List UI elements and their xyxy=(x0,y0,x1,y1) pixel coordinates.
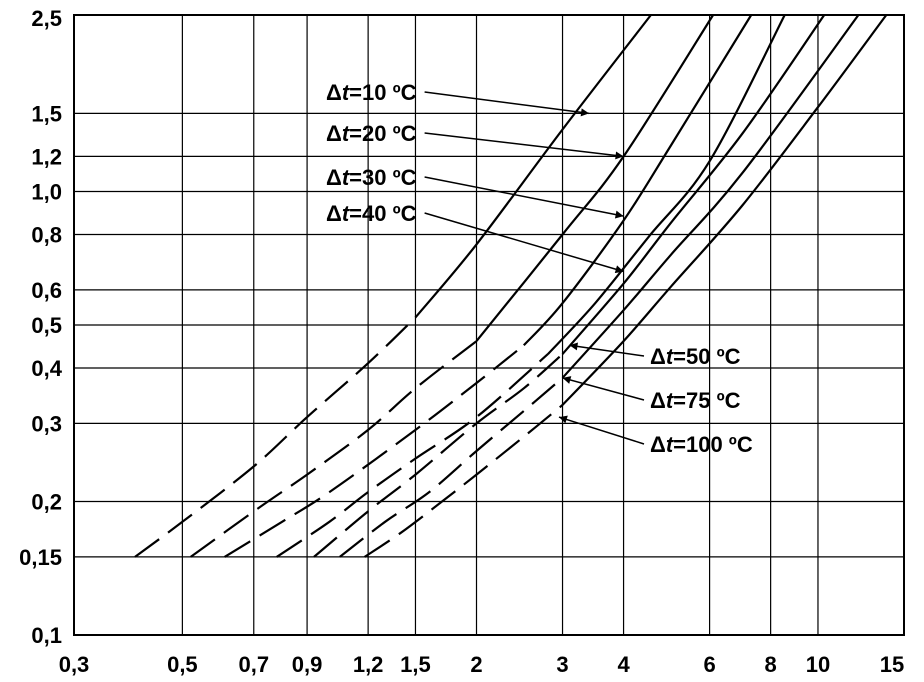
curve-dashed-segment xyxy=(224,344,525,558)
label-arrow xyxy=(424,176,624,219)
y-tick-label: 0,5 xyxy=(31,313,62,338)
series-curve xyxy=(313,14,826,558)
y-tick-label: 2,5 xyxy=(31,6,62,31)
series-label: Δt=30 ºC xyxy=(326,165,417,190)
y-tick-label: 0,1 xyxy=(31,623,62,648)
series-label: Δt=40 ºC xyxy=(326,201,417,226)
curve-dashed-segment xyxy=(276,353,549,558)
series-curve xyxy=(339,14,860,558)
y-tick-labels: 2,5 1,5 1,2 1,0 0,8 0,6 0,5 0,4 0,3 0,2 0,15 0,1 xyxy=(19,6,63,648)
series-curve xyxy=(276,14,786,558)
series-label: Δt=10 ºC xyxy=(326,80,417,105)
x-tick-label: 3 xyxy=(556,652,568,677)
label-arrow xyxy=(424,212,624,274)
curve-solid-segment xyxy=(475,14,715,342)
x-tick-label: 10 xyxy=(806,652,830,677)
curve-solid-segment xyxy=(561,14,826,355)
label-arrow xyxy=(424,91,590,117)
y-tick-label: 0,4 xyxy=(31,356,62,381)
series-labels: Δt=10 ºC Δt=20 ºC Δt=30 ºC Δt=40 ºC Δt=50 ºC… xyxy=(326,80,753,457)
x-tick-label: 6 xyxy=(703,652,715,677)
y-tick-label: 1,5 xyxy=(31,101,62,126)
plot-frame xyxy=(73,14,905,636)
y-tick-label: 0,8 xyxy=(31,222,62,247)
x-tick-label: 0,7 xyxy=(238,652,269,677)
curve-solid-segment xyxy=(522,14,753,347)
x-tick-label: 0,5 xyxy=(167,652,198,677)
y-tick-label: 1,2 xyxy=(31,144,62,169)
series-label: Δt=100 ºC xyxy=(650,432,753,457)
x-tick-label: 0,9 xyxy=(292,652,323,677)
curve-solid-segment xyxy=(561,14,860,379)
curve-dashed-segment xyxy=(134,316,417,558)
curve-dashed-segment xyxy=(313,353,564,558)
x-tick-label: 4 xyxy=(617,652,630,677)
curve-solid-segment xyxy=(561,14,888,406)
x-tick-labels: 0,3 0,5 0,7 0,9 1,2 1,5 2 3 4 6 8 10 15 xyxy=(59,652,905,677)
x-tick-label: 15 xyxy=(880,652,904,677)
y-tick-label: 1,0 xyxy=(31,179,62,204)
x-tick-label: 1,2 xyxy=(353,652,384,677)
label-arrow xyxy=(562,376,645,401)
label-arrow xyxy=(569,342,645,357)
y-tick-label: 0,6 xyxy=(31,278,62,303)
x-tick-label: 0,3 xyxy=(59,652,90,677)
series-curve xyxy=(190,14,715,558)
series-label: Δt=20 ºC xyxy=(326,121,417,146)
x-tick-label: 1,5 xyxy=(400,652,431,677)
label-arrow xyxy=(558,415,645,445)
series-label: Δt=50 ºC xyxy=(650,344,741,369)
curve-solid-segment xyxy=(414,14,652,319)
series-curve xyxy=(363,14,888,558)
y-tick-label: 0,3 xyxy=(31,411,62,436)
y-tick-label: 0,15 xyxy=(19,545,62,570)
x-tick-label: 8 xyxy=(765,652,777,677)
series-curve xyxy=(134,14,652,558)
series-label: Δt=75 ºC xyxy=(650,388,741,413)
curve-solid-segment xyxy=(547,14,786,355)
curve-dashed-segment xyxy=(339,377,564,558)
series-curve xyxy=(224,14,753,558)
label-arrow xyxy=(424,132,624,160)
x-tick-label: 2 xyxy=(470,652,482,677)
curve-dashed-segment xyxy=(190,340,478,558)
y-tick-label: 0,2 xyxy=(31,489,62,514)
curves xyxy=(134,14,888,558)
